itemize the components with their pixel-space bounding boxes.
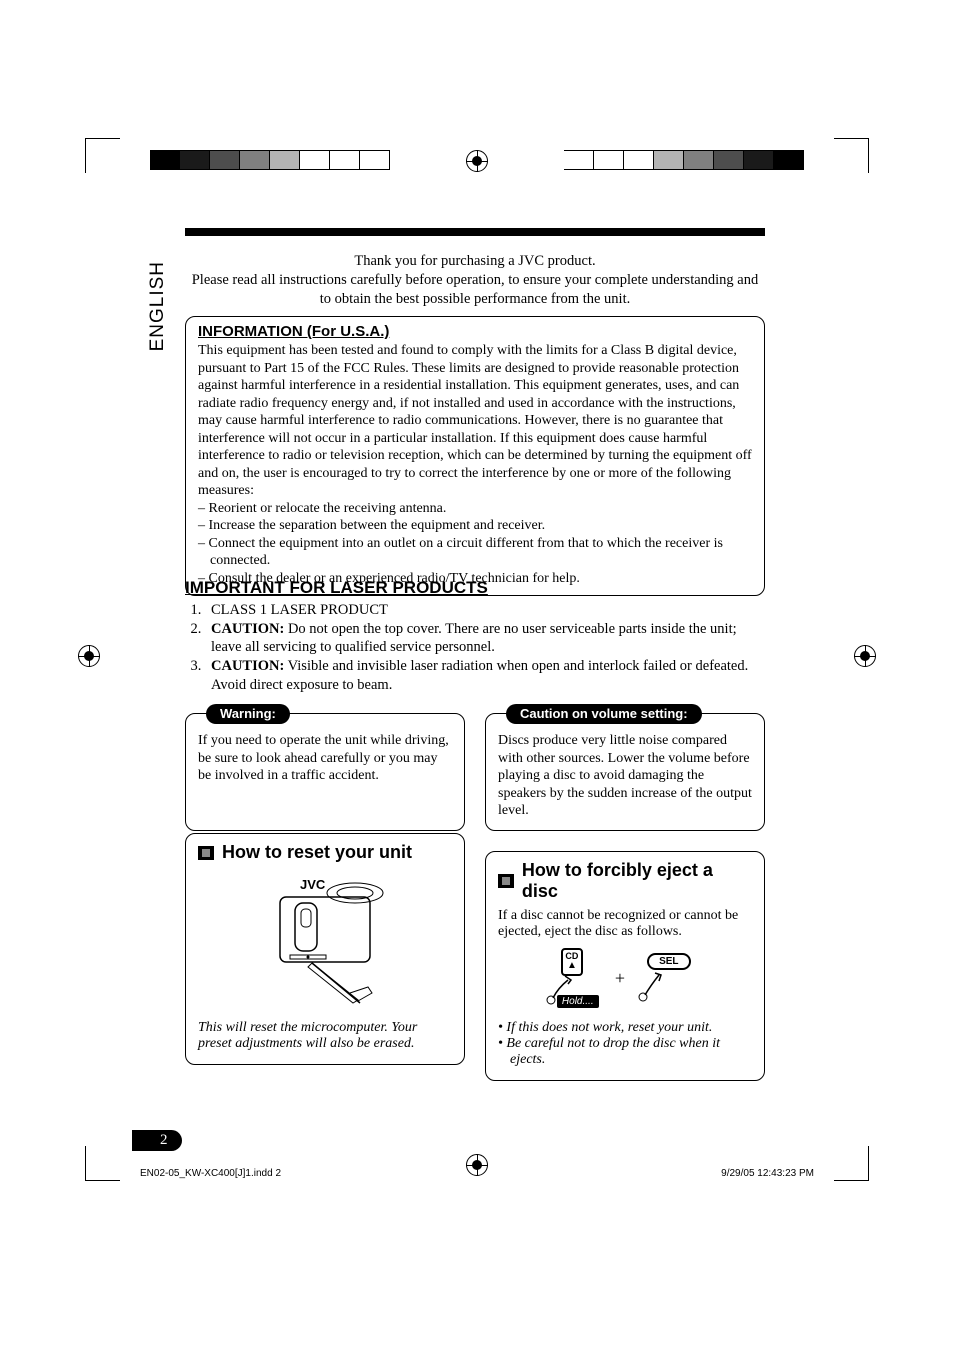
eject-notes: • If this does not work, reset your unit… <box>498 1020 752 1068</box>
warning-caution-row: Warning: If you need to operate the unit… <box>185 713 765 831</box>
laser-item: CAUTION: Visible and invisible laser rad… <box>205 657 765 693</box>
laser-section: IMPORTANT FOR LASER PRODUCTS CLASS 1 LAS… <box>185 578 765 695</box>
laser-list: CLASS 1 LASER PRODUCTCAUTION: Do not ope… <box>185 601 765 694</box>
intro-text: Thank you for purchasing a JVC product. … <box>185 252 765 309</box>
section-bullet-icon <box>498 874 514 888</box>
measure-item: – Increase the separation between the eq… <box>198 517 752 535</box>
warning-box: Warning: If you need to operate the unit… <box>185 713 465 831</box>
eject-title: How to forcibly eject a disc <box>522 860 752 902</box>
header-rule <box>185 228 765 236</box>
eject-box: How to forcibly eject a disc If a disc c… <box>485 851 765 1081</box>
hold-label: Hold.... <box>557 995 599 1008</box>
reset-illustration: JVC <box>198 869 452 1020</box>
measure-item: – Connect the equipment into an outlet o… <box>198 535 752 570</box>
registration-mark-icon <box>78 645 100 667</box>
registration-mark-icon <box>854 645 876 667</box>
registration-bar-left <box>150 150 390 170</box>
howto-row: How to reset your unit JVC This will res… <box>185 833 765 1081</box>
caution-body: Discs produce very little noise compared… <box>498 733 752 818</box>
registration-mark-icon <box>466 1154 488 1176</box>
page-number: 2 <box>132 1130 182 1151</box>
information-body: This equipment has been tested and found… <box>198 342 752 587</box>
crop-mark <box>834 138 869 173</box>
crop-mark <box>85 138 120 173</box>
information-box: INFORMATION (For U.S.A.) This equipment … <box>185 316 765 596</box>
jvc-logo: JVC <box>300 877 326 892</box>
crop-mark <box>834 1146 869 1181</box>
eject-intro: If a disc cannot be recognized or cannot… <box>498 908 752 940</box>
measure-item: – Reorient or relocate the receiving ant… <box>198 500 752 518</box>
laser-item: CAUTION: Do not open the top cover. Ther… <box>205 620 765 656</box>
footer-timestamp: 9/29/05 12:43:23 PM <box>721 1168 814 1179</box>
reset-box: How to reset your unit JVC This will res… <box>185 833 465 1065</box>
registration-mark-icon <box>466 150 488 172</box>
caution-volume-box: Caution on volume setting: Discs produce… <box>485 713 765 831</box>
caution-tab: Caution on volume setting: <box>506 704 702 724</box>
reset-note: This will reset the microcomputer. Your … <box>198 1020 452 1052</box>
eject-illustration: CD ▲ Hold.... + SEL <box>498 940 752 1020</box>
plus-icon: + <box>615 968 625 989</box>
intro-line1: Thank you for purchasing a JVC product. <box>354 253 595 269</box>
crop-mark <box>85 1146 120 1181</box>
intro-line2: Please read all instructions carefully b… <box>192 272 759 307</box>
information-title: INFORMATION (For U.S.A.) <box>198 323 752 340</box>
warning-body: If you need to operate the unit while dr… <box>198 733 449 783</box>
footer-filename: EN02-05_KW-XC400[J]1.indd 2 <box>140 1168 281 1179</box>
language-tab: ENGLISH <box>145 255 171 357</box>
eject-note-item: • Be careful not to drop the disc when i… <box>498 1036 752 1068</box>
reset-title: How to reset your unit <box>222 842 412 863</box>
warning-tab: Warning: <box>206 704 290 724</box>
eject-note-item: • If this does not work, reset your unit… <box>498 1020 752 1036</box>
registration-bar-right <box>564 150 804 170</box>
section-bullet-icon <box>198 846 214 860</box>
laser-title: IMPORTANT FOR LASER PRODUCTS <box>185 578 765 598</box>
laser-item: CLASS 1 LASER PRODUCT <box>205 601 765 619</box>
